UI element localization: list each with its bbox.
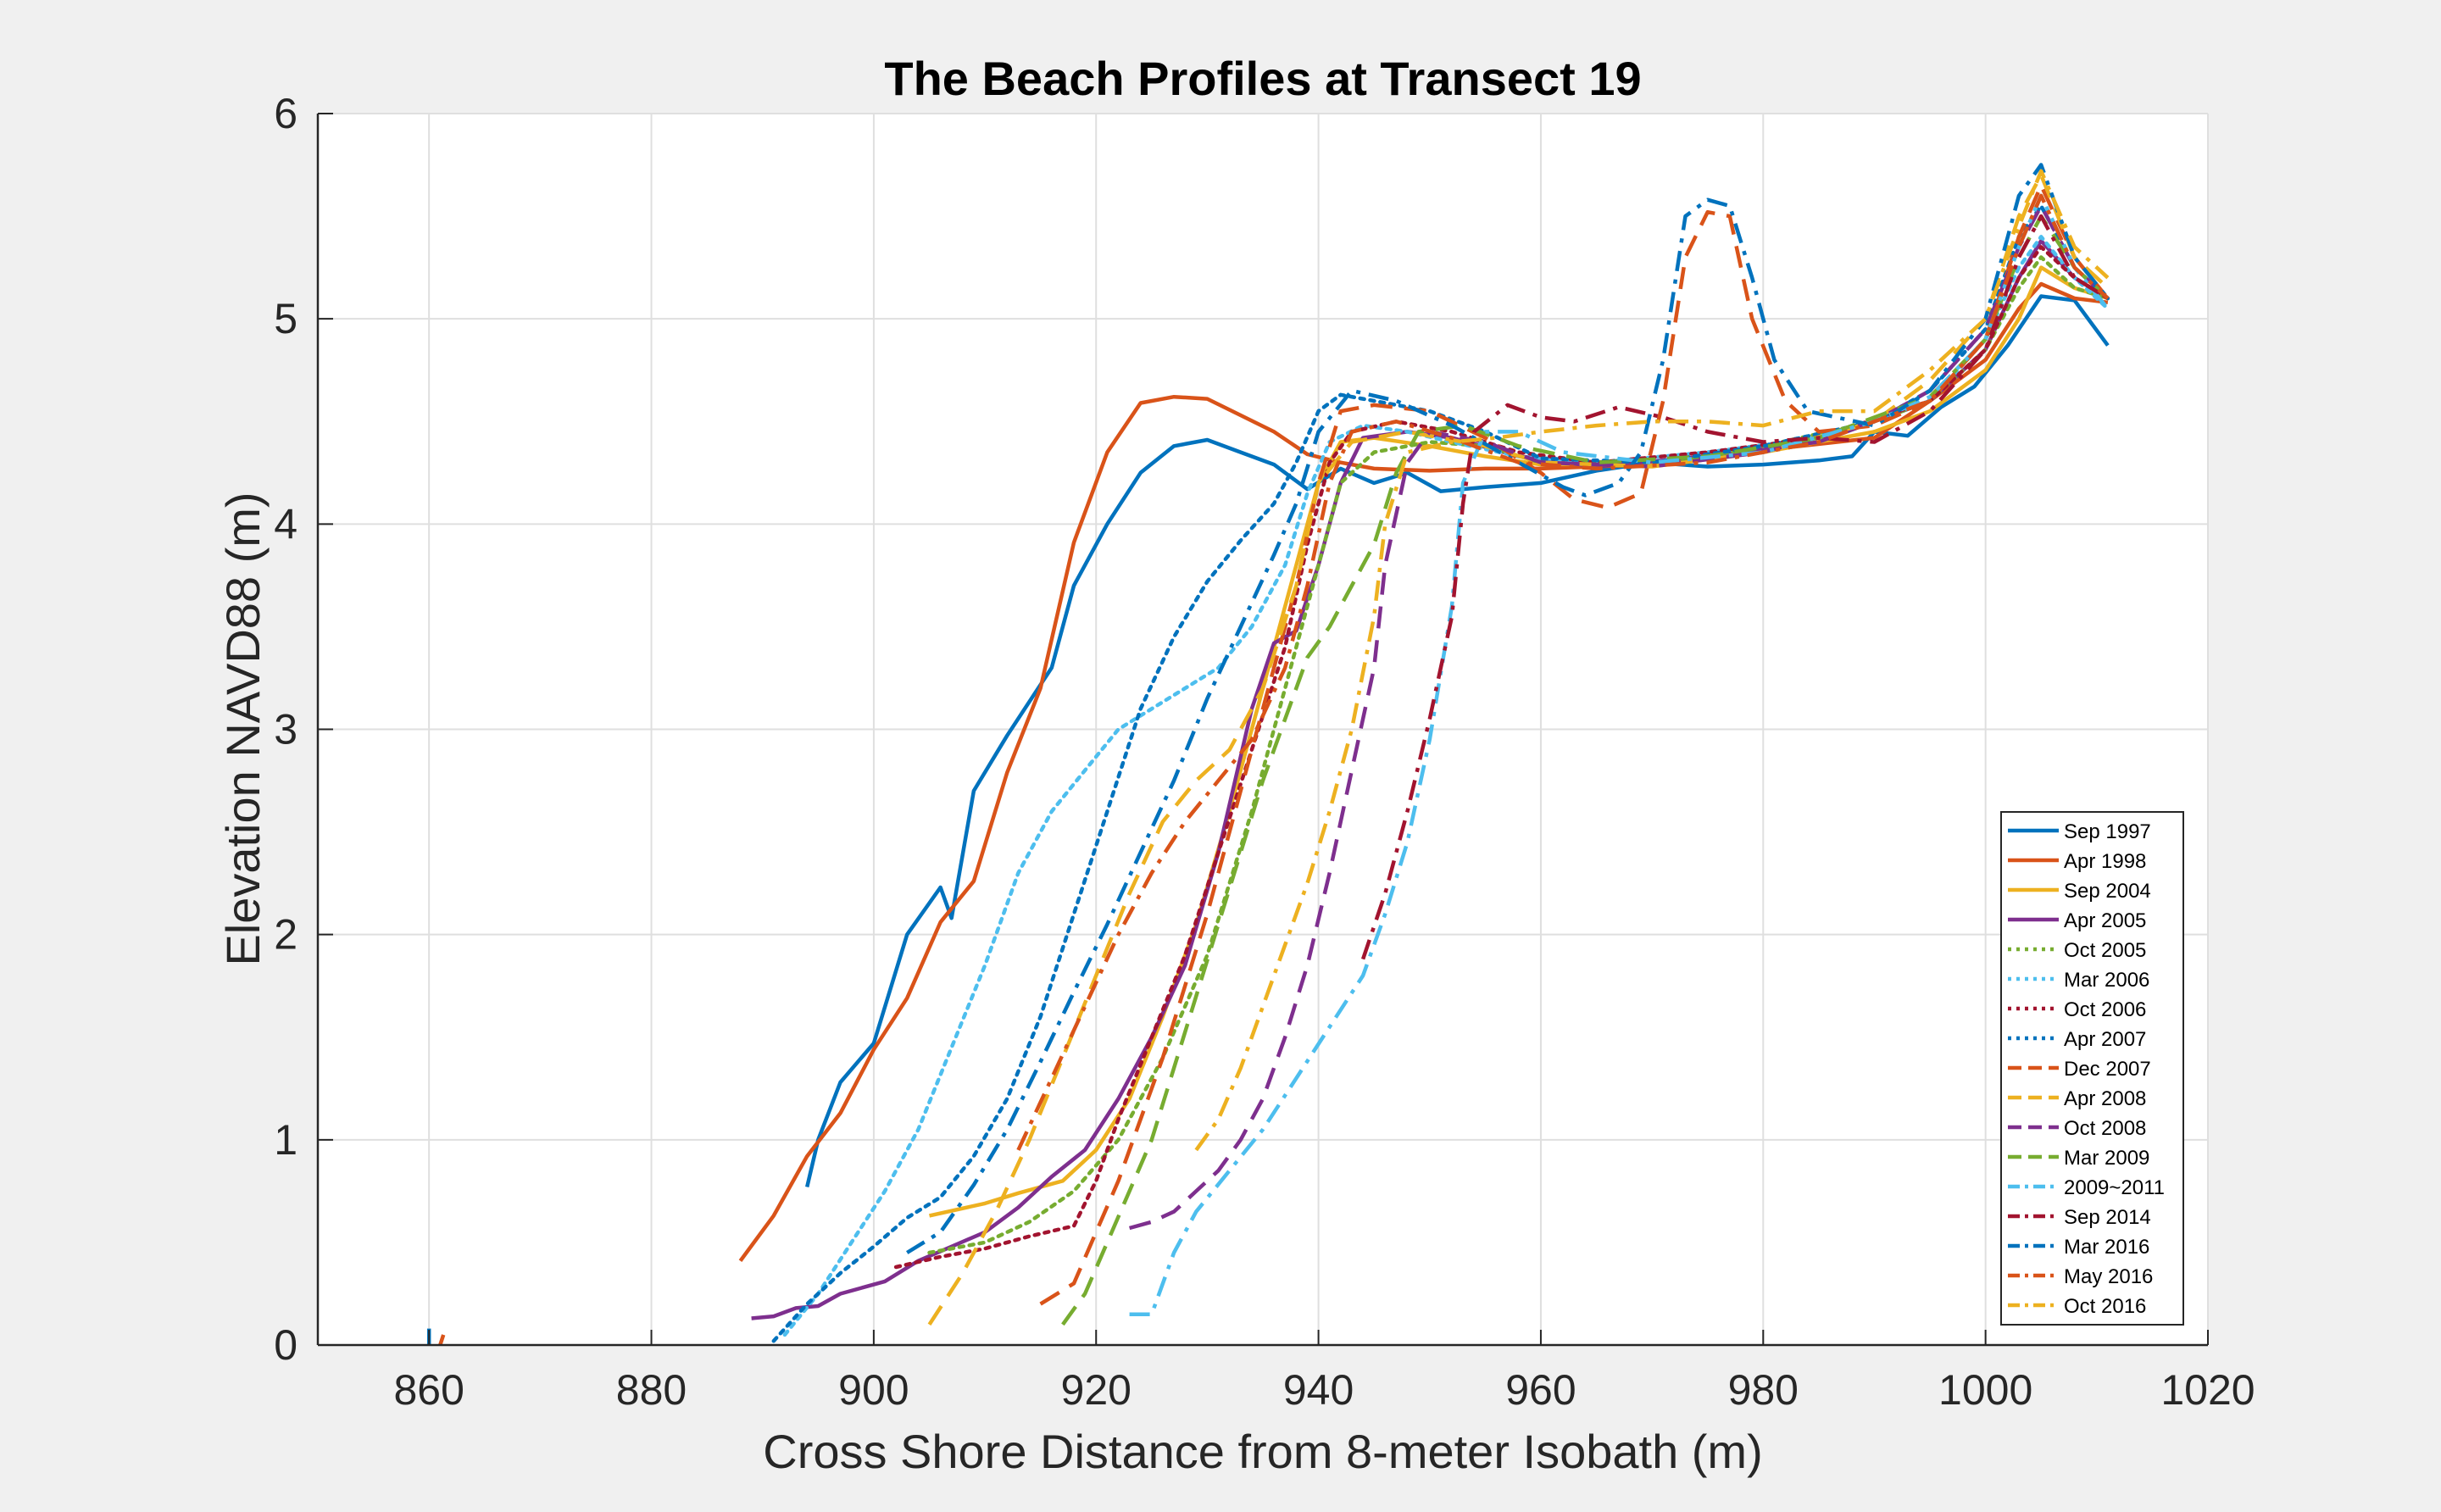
legend-entry-label: Oct 2006 bbox=[2064, 998, 2146, 1021]
legend-entry-label: 2009~2011 bbox=[2064, 1176, 2165, 1199]
x-tick-label: 860 bbox=[393, 1366, 464, 1414]
x-tick-label: 940 bbox=[1283, 1366, 1354, 1414]
legend-entry-label: Apr 2008 bbox=[2064, 1087, 2146, 1110]
y-tick-label: 3 bbox=[274, 706, 297, 753]
series-line bbox=[1128, 203, 2110, 1231]
legend-entry-label: Oct 2016 bbox=[2064, 1295, 2146, 1318]
x-tick-label: 1020 bbox=[2160, 1366, 2255, 1414]
legend-entry-label: Sep 1997 bbox=[2064, 820, 2151, 843]
x-tick-label: 980 bbox=[1728, 1366, 1799, 1414]
legend-entry-label: Apr 1998 bbox=[2064, 850, 2146, 873]
series-lines bbox=[426, 163, 2110, 1345]
series-line bbox=[1194, 169, 2110, 1152]
legend-entry-label: Sep 2014 bbox=[2064, 1206, 2151, 1229]
series-line bbox=[1039, 183, 2110, 1306]
legend-entry-label: Sep 2004 bbox=[2064, 880, 2151, 903]
series-line bbox=[805, 294, 2110, 1188]
series-line bbox=[927, 255, 2110, 1255]
series-line bbox=[1360, 214, 2110, 960]
series-line bbox=[1016, 193, 2110, 1151]
y-axis-label: Elevation NAVD88 (m) bbox=[216, 492, 270, 965]
legend: Sep 1997 Apr 1998 Sep 2004 Apr 2005 Oct 2005… bbox=[2000, 811, 2184, 1326]
legend-entry-label: Mar 2016 bbox=[2064, 1236, 2149, 1259]
y-tick-label: 2 bbox=[274, 911, 297, 959]
y-tick-label: 5 bbox=[274, 295, 297, 342]
x-tick-label: 960 bbox=[1505, 1366, 1576, 1414]
chart-title: The Beach Profiles at Transect 19 bbox=[884, 52, 1641, 105]
legend-entry-label: Oct 2008 bbox=[2064, 1117, 2146, 1140]
tick-labels: 860 880 900 920 940 960 980 1000 1020 0 1 2 3 4 5 6 bbox=[274, 90, 2255, 1414]
axes bbox=[316, 113, 2209, 1347]
y-tick-label: 1 bbox=[274, 1116, 297, 1164]
series-line bbox=[906, 163, 2110, 1254]
series-line bbox=[927, 173, 2110, 1326]
y-tick-label: 4 bbox=[274, 500, 297, 548]
legend-entry-label: Mar 2009 bbox=[2064, 1147, 2149, 1170]
y-tick-label: 6 bbox=[274, 90, 297, 137]
x-tick-label: 920 bbox=[1061, 1366, 1132, 1414]
x-tick-label: 880 bbox=[616, 1366, 687, 1414]
legend-entry-label: Dec 2007 bbox=[2064, 1058, 2151, 1081]
y-tick-label: 0 bbox=[274, 1321, 297, 1369]
x-axis-label: Cross Shore Distance from 8-meter Isobat… bbox=[763, 1425, 1762, 1478]
x-tick-label: 900 bbox=[838, 1366, 909, 1414]
legend-entry-label: Apr 2007 bbox=[2064, 1028, 2146, 1051]
legend-entry-label: May 2016 bbox=[2064, 1265, 2153, 1288]
series-fragment bbox=[438, 1334, 446, 1345]
legend-entry-label: Mar 2006 bbox=[2064, 969, 2149, 992]
legend-entry-label: Apr 2005 bbox=[2064, 909, 2146, 932]
series-line bbox=[893, 245, 2110, 1270]
grid-lines bbox=[318, 113, 2209, 1346]
legend-entry-label: Oct 2005 bbox=[2064, 939, 2146, 962]
x-tick-label: 1000 bbox=[1938, 1366, 2032, 1414]
